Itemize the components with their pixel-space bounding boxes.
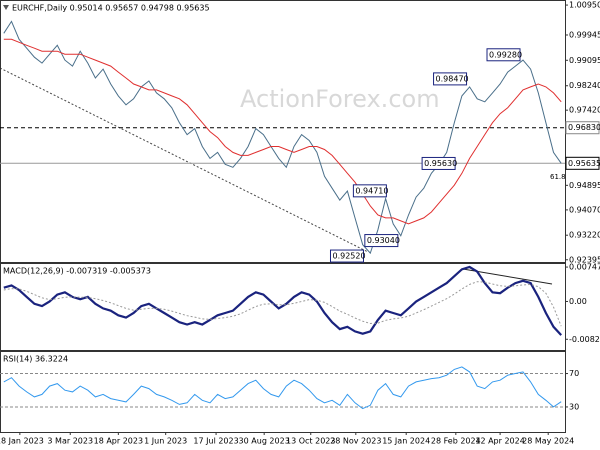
y-tick-label: 30 <box>569 402 579 411</box>
price-label: 0.95630 <box>424 159 457 168</box>
price-label: 0.93040 <box>367 236 400 245</box>
title-icon <box>3 5 9 10</box>
y-tick-label: -0.008217 <box>569 335 600 344</box>
price-label: 0.99280 <box>489 50 522 59</box>
series-line <box>3 366 562 410</box>
watermark: ActionForex.com <box>240 85 440 113</box>
x-tick-label: 12 Apr 2024 <box>475 437 524 446</box>
price-label: 0.94710 <box>355 186 388 195</box>
price-label-box <box>329 249 364 263</box>
x-tick-label: 30 Aug 2023 <box>239 437 290 446</box>
level-label: 0.95635 <box>568 159 600 168</box>
price-label: 0.98470 <box>436 74 469 83</box>
price-label-box <box>421 156 456 170</box>
trend-line <box>0 67 369 253</box>
series-line <box>3 38 562 225</box>
fib-label: 61.8 <box>550 173 566 181</box>
series-line <box>3 20 562 255</box>
y-tick-label: 0.94895 <box>569 181 600 190</box>
y-tick-label: 0.98240 <box>569 81 600 90</box>
x-tick-label: 15 Jan 2024 <box>382 437 430 446</box>
y-tick-label: 70 <box>569 369 579 378</box>
panel-frame <box>0 263 566 351</box>
y-tick-label: 0.007476 <box>569 263 600 272</box>
x-tick-label: 18 Apr 2023 <box>94 437 143 446</box>
level-label: 0.96830 <box>568 123 600 132</box>
price-label-box <box>352 184 387 198</box>
level-label-box <box>565 156 600 170</box>
x-tick-label: 18 Jan 2023 <box>0 437 44 446</box>
y-tick-label: 0.92395 <box>569 255 600 264</box>
panel-title: EURCHF,Daily 0.95014 0.95657 0.94798 0.9… <box>12 4 210 13</box>
level-label-box <box>565 121 600 135</box>
y-tick-label: 0.94070 <box>569 205 600 214</box>
y-tick-label: 0.99095 <box>569 56 600 65</box>
x-tick-label: 3 Mar 2023 <box>47 437 93 446</box>
panel-title: RSI(14) 36.3224 <box>3 355 68 364</box>
x-tick-label: 13 Oct 2023 <box>286 437 335 446</box>
x-tick-label: 28 Nov 2023 <box>330 437 381 446</box>
price-label: 0.92520 <box>332 252 365 261</box>
x-tick-label: 28 Feb 2024 <box>431 437 481 446</box>
y-tick-label: 0.99945 <box>569 30 600 39</box>
x-tick-label: 1 Jun 2023 <box>144 437 187 446</box>
price-label-box <box>486 48 521 62</box>
price-label-box <box>364 234 399 248</box>
panel-frame <box>0 351 566 433</box>
y-tick-label: 0.93220 <box>569 231 600 240</box>
price-label-box <box>433 72 468 86</box>
y-tick-label: 1.00950 <box>569 1 600 10</box>
x-tick-label: 28 May 2024 <box>522 437 574 446</box>
series-line <box>3 265 563 336</box>
x-tick-label: 17 Jul 2023 <box>193 437 238 446</box>
panel-title: MACD(12,26,9) -0.007319 -0.005373 <box>3 267 151 276</box>
y-tick-label: 0.00 <box>569 297 587 306</box>
y-tick-label: 0.97420 <box>569 106 600 115</box>
